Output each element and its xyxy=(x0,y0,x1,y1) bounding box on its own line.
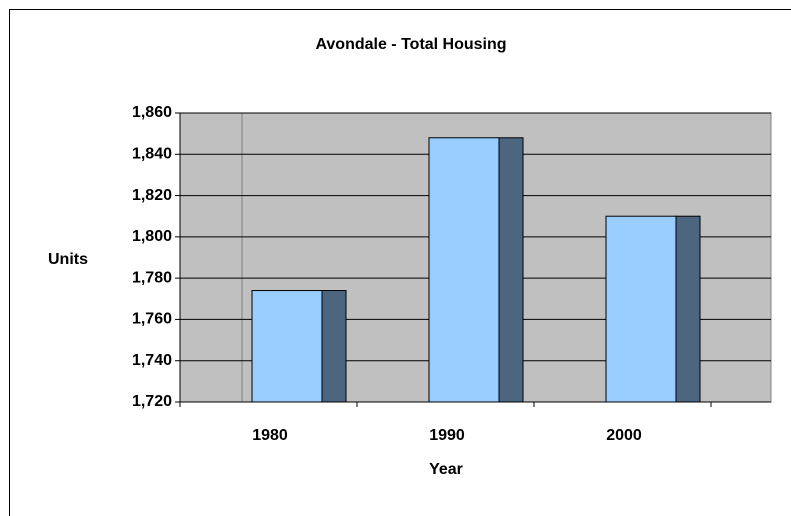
bar xyxy=(605,215,677,403)
y-axis-label: Units xyxy=(48,251,88,268)
y-tick-label: 1,720 xyxy=(132,393,172,410)
y-tick-label: 1,820 xyxy=(132,187,172,204)
x-tick-label: 1980 xyxy=(252,427,288,444)
chart-title: Avondale - Total Housing xyxy=(315,36,506,53)
y-tick-label: 1,840 xyxy=(132,146,172,163)
bar xyxy=(428,137,500,403)
bar-side xyxy=(498,137,524,403)
bar-side xyxy=(675,215,701,403)
y-tick-label: 1,780 xyxy=(132,269,172,286)
y-tick-label: 1,760 xyxy=(132,311,172,328)
bar-side xyxy=(321,290,347,403)
x-axis-label: Year xyxy=(429,461,463,478)
x-tick-label: 1990 xyxy=(429,427,465,444)
y-tick-label: 1,860 xyxy=(132,104,172,121)
y-tick-label: 1,800 xyxy=(132,228,172,245)
y-tick-label: 1,740 xyxy=(132,352,172,369)
x-tick-label: 2000 xyxy=(606,427,642,444)
bar xyxy=(251,290,323,403)
